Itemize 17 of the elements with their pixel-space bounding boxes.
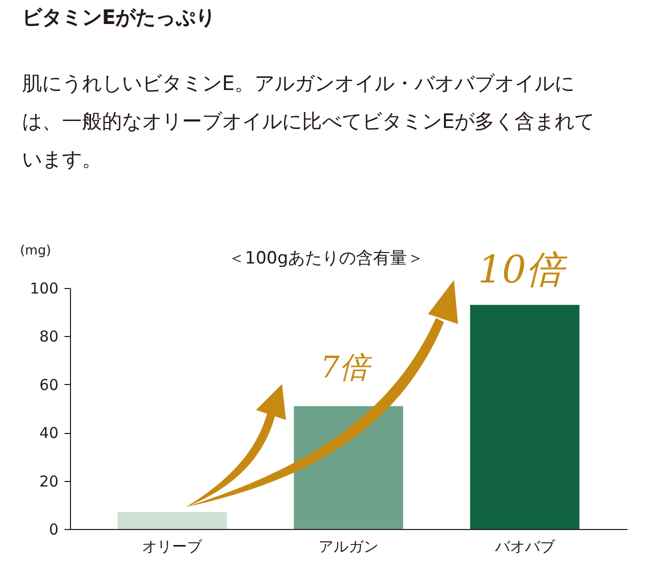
y-tick-label: 100: [30, 280, 58, 298]
bar: [470, 304, 580, 529]
y-tick-label: 80: [39, 328, 58, 346]
y-tick-label: 20: [39, 472, 58, 490]
x-tick-label: オリーブ: [142, 538, 204, 556]
x-tick-label: アルガン: [318, 538, 378, 556]
y-axis-title: (mg): [20, 244, 52, 258]
annotation: 7倍: [320, 350, 370, 388]
y-tick-label: 60: [39, 376, 58, 394]
bar: [294, 406, 404, 529]
chart-subtitle: 肌にうれしいビタミンE。アルガンオイル・バオバブオイルには、一般的なオリーブオイルに比べてビタミンEが多く含まれています。: [22, 70, 596, 173]
bar: [118, 512, 227, 529]
chart-title: ビタミンEがたっぷり: [22, 4, 216, 31]
y-tick-label: 40: [39, 424, 58, 442]
y-tick-label: 0: [48, 520, 58, 538]
x-tick-label: バオバブ: [494, 538, 556, 556]
text: ＜100gあたりの含有量＞: [228, 248, 424, 270]
